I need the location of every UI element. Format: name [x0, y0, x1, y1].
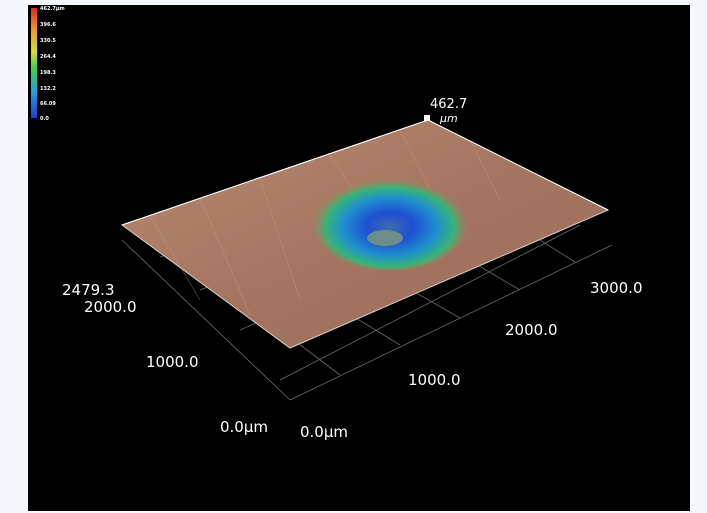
axis-label: 0.0µm	[220, 418, 268, 436]
peak-marker	[424, 115, 430, 121]
viewer: 462.7µm 396.6 330.5 264.4 198.3 132.2 66…	[0, 0, 707, 513]
peak-unit: µm	[439, 112, 458, 125]
crater-bottom	[367, 230, 403, 246]
scale-label: 0.0	[40, 116, 49, 122]
axis-label: 1000.0	[146, 353, 199, 371]
scale-label: 132.2	[40, 86, 56, 92]
scale-label: 396.6	[40, 22, 56, 28]
color-scale-bar	[31, 8, 37, 118]
scale-label: 66.09	[40, 101, 56, 107]
peak-value: 462.7	[430, 97, 467, 112]
axis-label: 0.0µm	[300, 423, 348, 441]
crater	[312, 174, 468, 270]
page: {"color_scale": {"labels": ["462.7µm", "…	[0, 0, 707, 513]
scale-label: 462.7µm	[40, 6, 65, 12]
axis-label: 2000.0	[84, 298, 137, 316]
scale-label: 198.3	[40, 70, 56, 76]
axis-label: 2000.0	[505, 321, 558, 339]
scale-label: 330.5	[40, 38, 56, 44]
axis-label: 1000.0	[408, 371, 461, 389]
axis-label: 2479.3	[62, 281, 115, 299]
axis-label: 3000.0	[590, 279, 643, 297]
scale-label: 264.4	[40, 54, 56, 60]
